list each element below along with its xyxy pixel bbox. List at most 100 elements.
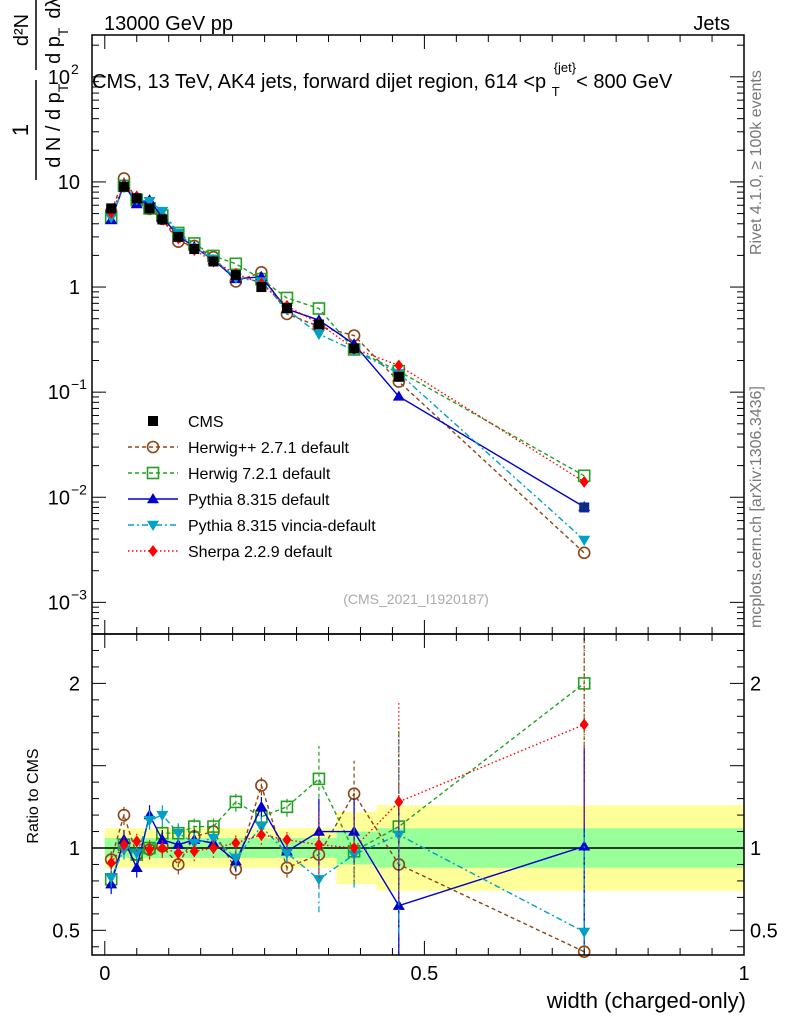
ratio-point (312, 825, 325, 836)
ratio-point (156, 810, 169, 822)
ratio-point (156, 833, 169, 844)
data-point (118, 181, 129, 192)
legend-marker (147, 493, 159, 504)
ratio-y-tick-label: 1 (69, 838, 80, 860)
ratio-frame (91, 633, 745, 956)
data-point (189, 244, 200, 255)
y-tick-label: 10 (48, 382, 70, 404)
ratio-point (106, 856, 116, 869)
ratio-ylabel: Ratio to CMS (25, 748, 42, 843)
ratio-y-tick-label: 0.5 (52, 920, 80, 942)
ratio-point (207, 833, 220, 845)
plot-title: CMS, 13 TeV, AK4 jets, forward dijet reg… (92, 60, 673, 99)
y-tick-label: 10 (58, 172, 80, 194)
data-point (313, 319, 324, 330)
header-right: Jets (693, 13, 730, 35)
x-tick-label: 1 (738, 963, 749, 985)
y-tick-label: 1 (69, 277, 80, 299)
ratio-point (229, 853, 242, 864)
ratio-point (394, 795, 404, 808)
data-point (230, 270, 241, 281)
x-tick-label: 0.5 (410, 963, 438, 985)
x-axis-label: width (charged-only) (546, 988, 746, 1013)
legend-marker (146, 440, 160, 454)
y-tick-label-exp: −3 (71, 586, 87, 602)
legend: CMS Herwig++ 2.7.1 default Herwig 7.2.1 de… (128, 414, 376, 561)
ratio-point (189, 845, 199, 858)
main-point (394, 359, 404, 372)
ratio-point (172, 828, 185, 840)
ratio-point (157, 842, 167, 854)
plot-title-text: CMS, 13 TeV, AK4 jets, forward dijet reg… (92, 71, 546, 93)
y-tick-label-exp: −1 (71, 376, 87, 392)
ratio-y-tick-label-right: 0.5 (750, 920, 778, 942)
data-point (157, 214, 168, 225)
data-point (579, 502, 590, 513)
data-point (144, 203, 155, 214)
series-4 (106, 179, 589, 901)
legend-label: Pythia 8.315 default (188, 492, 330, 509)
ylabel-part: 1 (8, 124, 33, 136)
legend-label: Herwig 7.2.1 default (188, 466, 331, 483)
legend-entry: Sherpa 2.2.9 default (128, 544, 333, 561)
x-tick-label: 0 (99, 963, 110, 985)
ylabel-part: d p (43, 36, 65, 64)
plot-frames (91, 34, 745, 956)
ratio-point (231, 837, 241, 850)
ratio-point (171, 858, 185, 871)
ratio-uncertainty-bands (92, 805, 744, 891)
legend-entry: CMS (148, 414, 224, 431)
ylabel-part: d N / d p (43, 92, 65, 168)
ratio-point (143, 815, 156, 827)
data-point (173, 231, 184, 242)
legend-label: Pythia 8.315 vincia-default (188, 518, 376, 535)
data-point (208, 256, 219, 267)
analysis-id: (CMS_2021_I1920187) (343, 591, 489, 607)
ratio-point (578, 927, 591, 938)
ratio-point (130, 848, 143, 859)
ratio-point (229, 795, 243, 809)
ratio-point (312, 875, 325, 886)
ratio-point (119, 838, 129, 851)
series-layer (104, 172, 591, 959)
main-point (229, 257, 243, 271)
legend-label: Herwig++ 2.7.1 default (188, 440, 350, 457)
y-tick-label-exp: −2 (71, 481, 87, 497)
data-point (393, 371, 404, 382)
legend-marker (146, 466, 160, 480)
y-tick-label: 10 (48, 592, 70, 614)
ratio-point (173, 846, 183, 859)
main-point (312, 302, 326, 315)
ratio-point (255, 800, 268, 812)
ylabel-part: dλ (43, 0, 65, 19)
y-tick-label: 10 (48, 487, 70, 509)
y-tick-label: 10 (48, 67, 70, 89)
ratio-point (130, 861, 143, 872)
legend-label: CMS (188, 414, 224, 431)
ratio-point (280, 800, 294, 814)
main-point (156, 206, 169, 218)
ratio-y-tick-label-right: 1 (750, 838, 761, 860)
ratio-point (172, 838, 185, 849)
main-point (392, 390, 405, 401)
ratio-point (312, 772, 326, 786)
ratio-y-tick-label: 2 (69, 673, 80, 695)
legend-entry: Pythia 8.315 vincia-default (128, 518, 376, 535)
main-point (143, 197, 156, 208)
y-tick-label-exp: 2 (71, 61, 79, 77)
ratio-point (349, 842, 359, 854)
data-point (106, 203, 117, 214)
legend-entry: Pythia 8.315 default (128, 492, 330, 509)
ratio-point (280, 848, 293, 859)
ratio-point (282, 833, 292, 846)
main-point (579, 475, 589, 488)
ratio-point (256, 828, 266, 841)
ratio-point (255, 779, 268, 792)
ylabel-part: d²N (11, 14, 33, 46)
ratio-point (579, 718, 589, 731)
ratio-point (314, 838, 324, 851)
ratio-point (578, 840, 591, 851)
